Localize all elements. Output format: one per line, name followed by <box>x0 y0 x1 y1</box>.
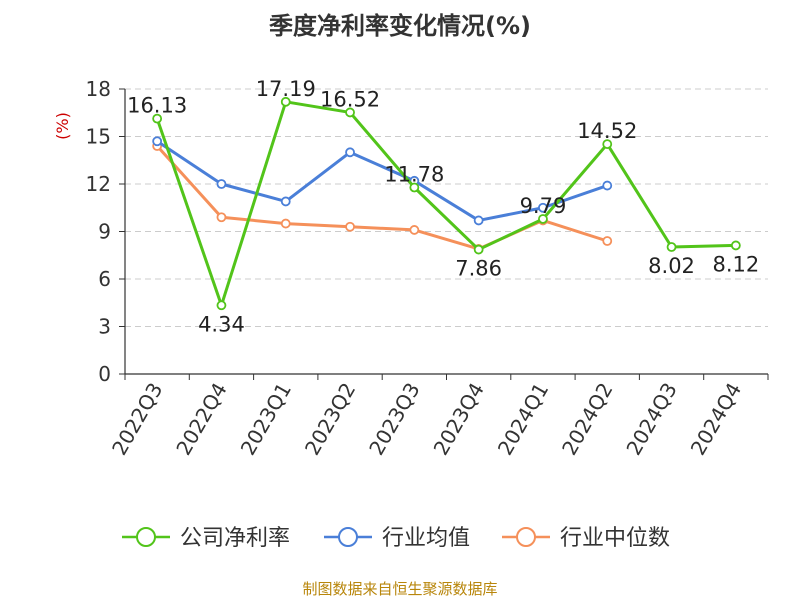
data-label: 7.86 <box>455 257 502 281</box>
x-tick-label: 2024Q4 <box>686 379 746 460</box>
legend-item[interactable]: 行业均值 <box>324 526 470 551</box>
legend-swatch-marker <box>516 527 536 547</box>
data-point <box>473 215 484 226</box>
data-point <box>280 96 291 107</box>
data-point <box>602 236 613 246</box>
x-tick-label: 2022Q4 <box>171 379 231 460</box>
data-point <box>538 214 548 224</box>
y-tick-label: 0 <box>98 362 111 386</box>
source-note: 制图数据来自恒生聚源数据库 <box>302 580 498 598</box>
data-label: 16.52 <box>320 87 380 111</box>
data-label: 16.13 <box>127 94 187 118</box>
data-point <box>409 182 420 193</box>
data-point <box>280 196 291 207</box>
data-point <box>345 147 355 158</box>
legend-swatch-marker <box>338 527 358 547</box>
data-label: 8.02 <box>648 254 695 278</box>
series-line <box>155 100 736 307</box>
x-tick-label: 2024Q3 <box>621 379 681 460</box>
data-label: 4.34 <box>198 312 245 336</box>
y-tick-label: 18 <box>86 77 111 101</box>
x-tick-label: 2024Q2 <box>557 379 617 460</box>
data-point <box>602 139 613 150</box>
data-label: 17.19 <box>256 77 316 101</box>
y-tick-label: 6 <box>98 267 111 291</box>
series-line <box>156 140 608 222</box>
x-tick-label: 2023Q3 <box>364 379 424 460</box>
x-tick-label: 2022Q3 <box>107 379 167 460</box>
x-tick-label: 2023Q1 <box>236 379 296 460</box>
x-tick-label: 2023Q4 <box>429 379 489 460</box>
data-label: 11.78 <box>384 162 444 186</box>
legend-label: 行业均值 <box>382 526 470 551</box>
data-point <box>473 244 484 255</box>
legend-label: 行业中位数 <box>560 526 670 551</box>
legend-item[interactable]: 公司净利率 <box>122 526 290 551</box>
data-point <box>216 212 227 223</box>
y-tick-label: 3 <box>98 315 111 339</box>
legend-label: 公司净利率 <box>180 526 290 551</box>
data-point <box>345 107 355 118</box>
data-point <box>152 136 163 147</box>
series-layer <box>152 96 741 311</box>
data-point <box>602 180 613 191</box>
data-point <box>730 240 741 251</box>
x-tick-label: 2023Q2 <box>300 379 360 460</box>
data-point <box>409 225 420 235</box>
data-point <box>280 218 291 229</box>
data-labels: 16.13 4.34 17.19 16.52 11.78 7.86 9.79 14.52 8.0… <box>127 77 759 336</box>
grid-lines <box>125 88 768 327</box>
data-point <box>538 202 548 213</box>
data-point <box>216 179 227 189</box>
legend-swatch-marker <box>136 527 156 547</box>
y-axis-label: (%) <box>53 112 72 140</box>
data-label: 9.79 <box>520 194 567 218</box>
x-tick-label: 2024Q1 <box>493 379 553 460</box>
data-label: 8.12 <box>712 252 759 276</box>
y-tick-label: 12 <box>86 172 111 196</box>
y-tick-label: 9 <box>98 220 111 244</box>
data-point <box>345 221 355 232</box>
y-tick-label: 15 <box>86 125 111 149</box>
data-point <box>216 300 227 311</box>
legend: 公司净利率 行业均值 行业中位数 <box>122 526 670 551</box>
data-point <box>152 113 163 124</box>
data-label: 14.52 <box>577 119 637 143</box>
chart-title: 季度净利率变化情况(%) <box>269 12 531 40</box>
legend-item[interactable]: 行业中位数 <box>502 526 670 551</box>
data-point <box>666 242 677 252</box>
